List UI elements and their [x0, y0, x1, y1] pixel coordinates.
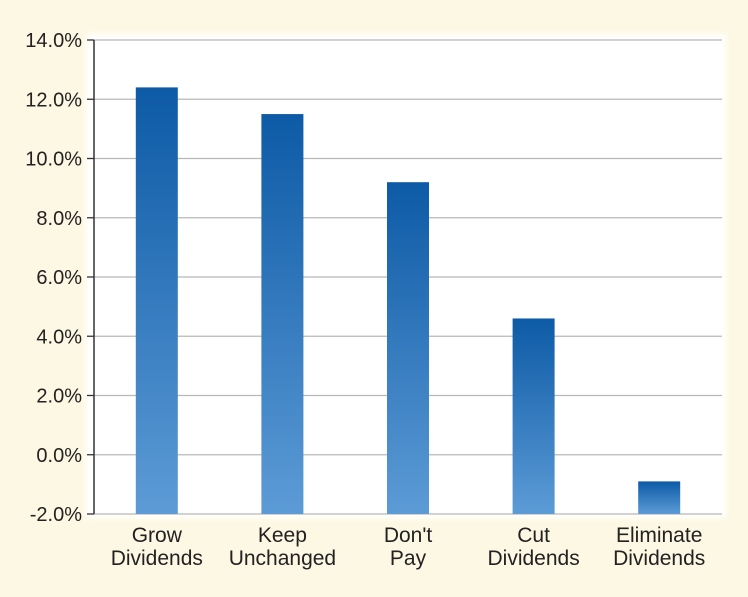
x-category-label: Grow Dividends [111, 524, 203, 570]
y-tick-label: 4.0% [36, 326, 82, 348]
y-tick-label: 14.0% [25, 30, 82, 52]
y-tick-label: 6.0% [36, 267, 82, 289]
bar [261, 114, 304, 514]
y-tick-label: 0.0% [36, 445, 82, 467]
bar [638, 481, 681, 514]
y-tick-label: 2.0% [36, 386, 82, 408]
x-category-label: Keep Unchanged [229, 524, 336, 570]
x-category-label: Cut Dividends [487, 524, 579, 570]
y-tick-label: -2.0% [30, 504, 82, 526]
y-axis: -2.0% 0.0% 2.0% 4.0% 6.0% 8.0% 10.0% 12.0% 14.0% [25, 30, 95, 526]
y-tick-label: 12.0% [25, 89, 82, 111]
x-category-label: Don't Pay [384, 524, 433, 570]
bar [135, 87, 178, 515]
y-tick-label: 8.0% [36, 208, 82, 230]
x-axis: Grow Dividends Keep Unchanged Don't Pay Cut Div… [111, 524, 706, 570]
bar [387, 182, 429, 514]
x-category-label: Eliminate Dividends [613, 524, 705, 570]
bars [135, 87, 681, 515]
bar [512, 318, 555, 514]
y-tick-label: 10.0% [25, 149, 82, 171]
